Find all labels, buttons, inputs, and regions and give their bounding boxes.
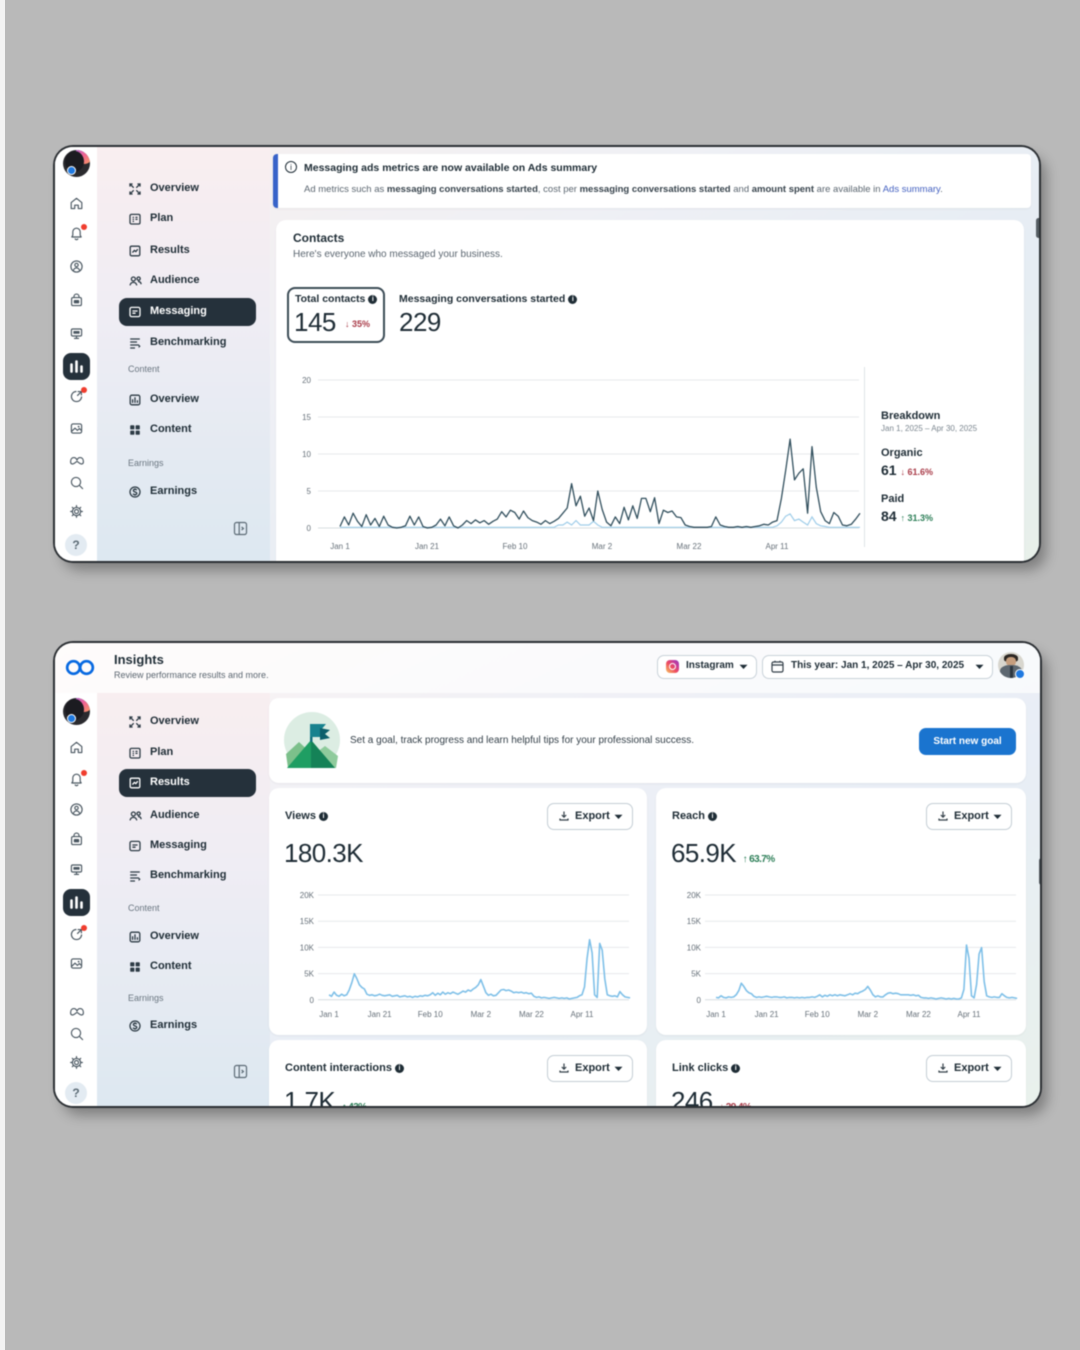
svg-text:0: 0 <box>307 524 312 533</box>
svg-text:Mar 2: Mar 2 <box>471 1010 492 1019</box>
svg-text:Apr 11: Apr 11 <box>958 1010 982 1019</box>
svg-text:5K: 5K <box>691 970 701 979</box>
svg-text:20K: 20K <box>687 891 702 900</box>
svg-text:Jan 21: Jan 21 <box>755 1010 780 1019</box>
svg-text:Apr 11: Apr 11 <box>571 1010 595 1019</box>
svg-text:0: 0 <box>697 996 702 1005</box>
svg-text:Jan 1: Jan 1 <box>706 1010 726 1019</box>
svg-text:15: 15 <box>302 413 311 422</box>
svg-text:Mar 22: Mar 22 <box>906 1010 931 1019</box>
svg-text:20: 20 <box>302 376 311 385</box>
svg-text:Jan 1: Jan 1 <box>330 542 350 551</box>
svg-text:5: 5 <box>307 487 312 496</box>
svg-text:0: 0 <box>310 996 315 1005</box>
svg-text:Feb 10: Feb 10 <box>805 1010 830 1019</box>
svg-text:Mar 2: Mar 2 <box>592 542 613 551</box>
svg-text:5K: 5K <box>304 970 314 979</box>
svg-text:10K: 10K <box>687 943 702 952</box>
svg-text:Feb 10: Feb 10 <box>503 542 528 551</box>
svg-text:Mar 22: Mar 22 <box>519 1010 544 1019</box>
svg-text:Jan 21: Jan 21 <box>368 1010 393 1019</box>
svg-text:Jan 1: Jan 1 <box>319 1010 339 1019</box>
svg-text:15K: 15K <box>687 917 702 926</box>
svg-text:Jan 21: Jan 21 <box>415 542 440 551</box>
svg-text:10K: 10K <box>300 943 315 952</box>
svg-text:10: 10 <box>302 450 311 459</box>
svg-text:Mar 22: Mar 22 <box>677 542 702 551</box>
svg-text:Apr 11: Apr 11 <box>766 542 790 551</box>
svg-text:20K: 20K <box>300 891 315 900</box>
svg-text:15K: 15K <box>300 917 315 926</box>
svg-text:Feb 10: Feb 10 <box>418 1010 443 1019</box>
svg-text:Mar 2: Mar 2 <box>858 1010 879 1019</box>
